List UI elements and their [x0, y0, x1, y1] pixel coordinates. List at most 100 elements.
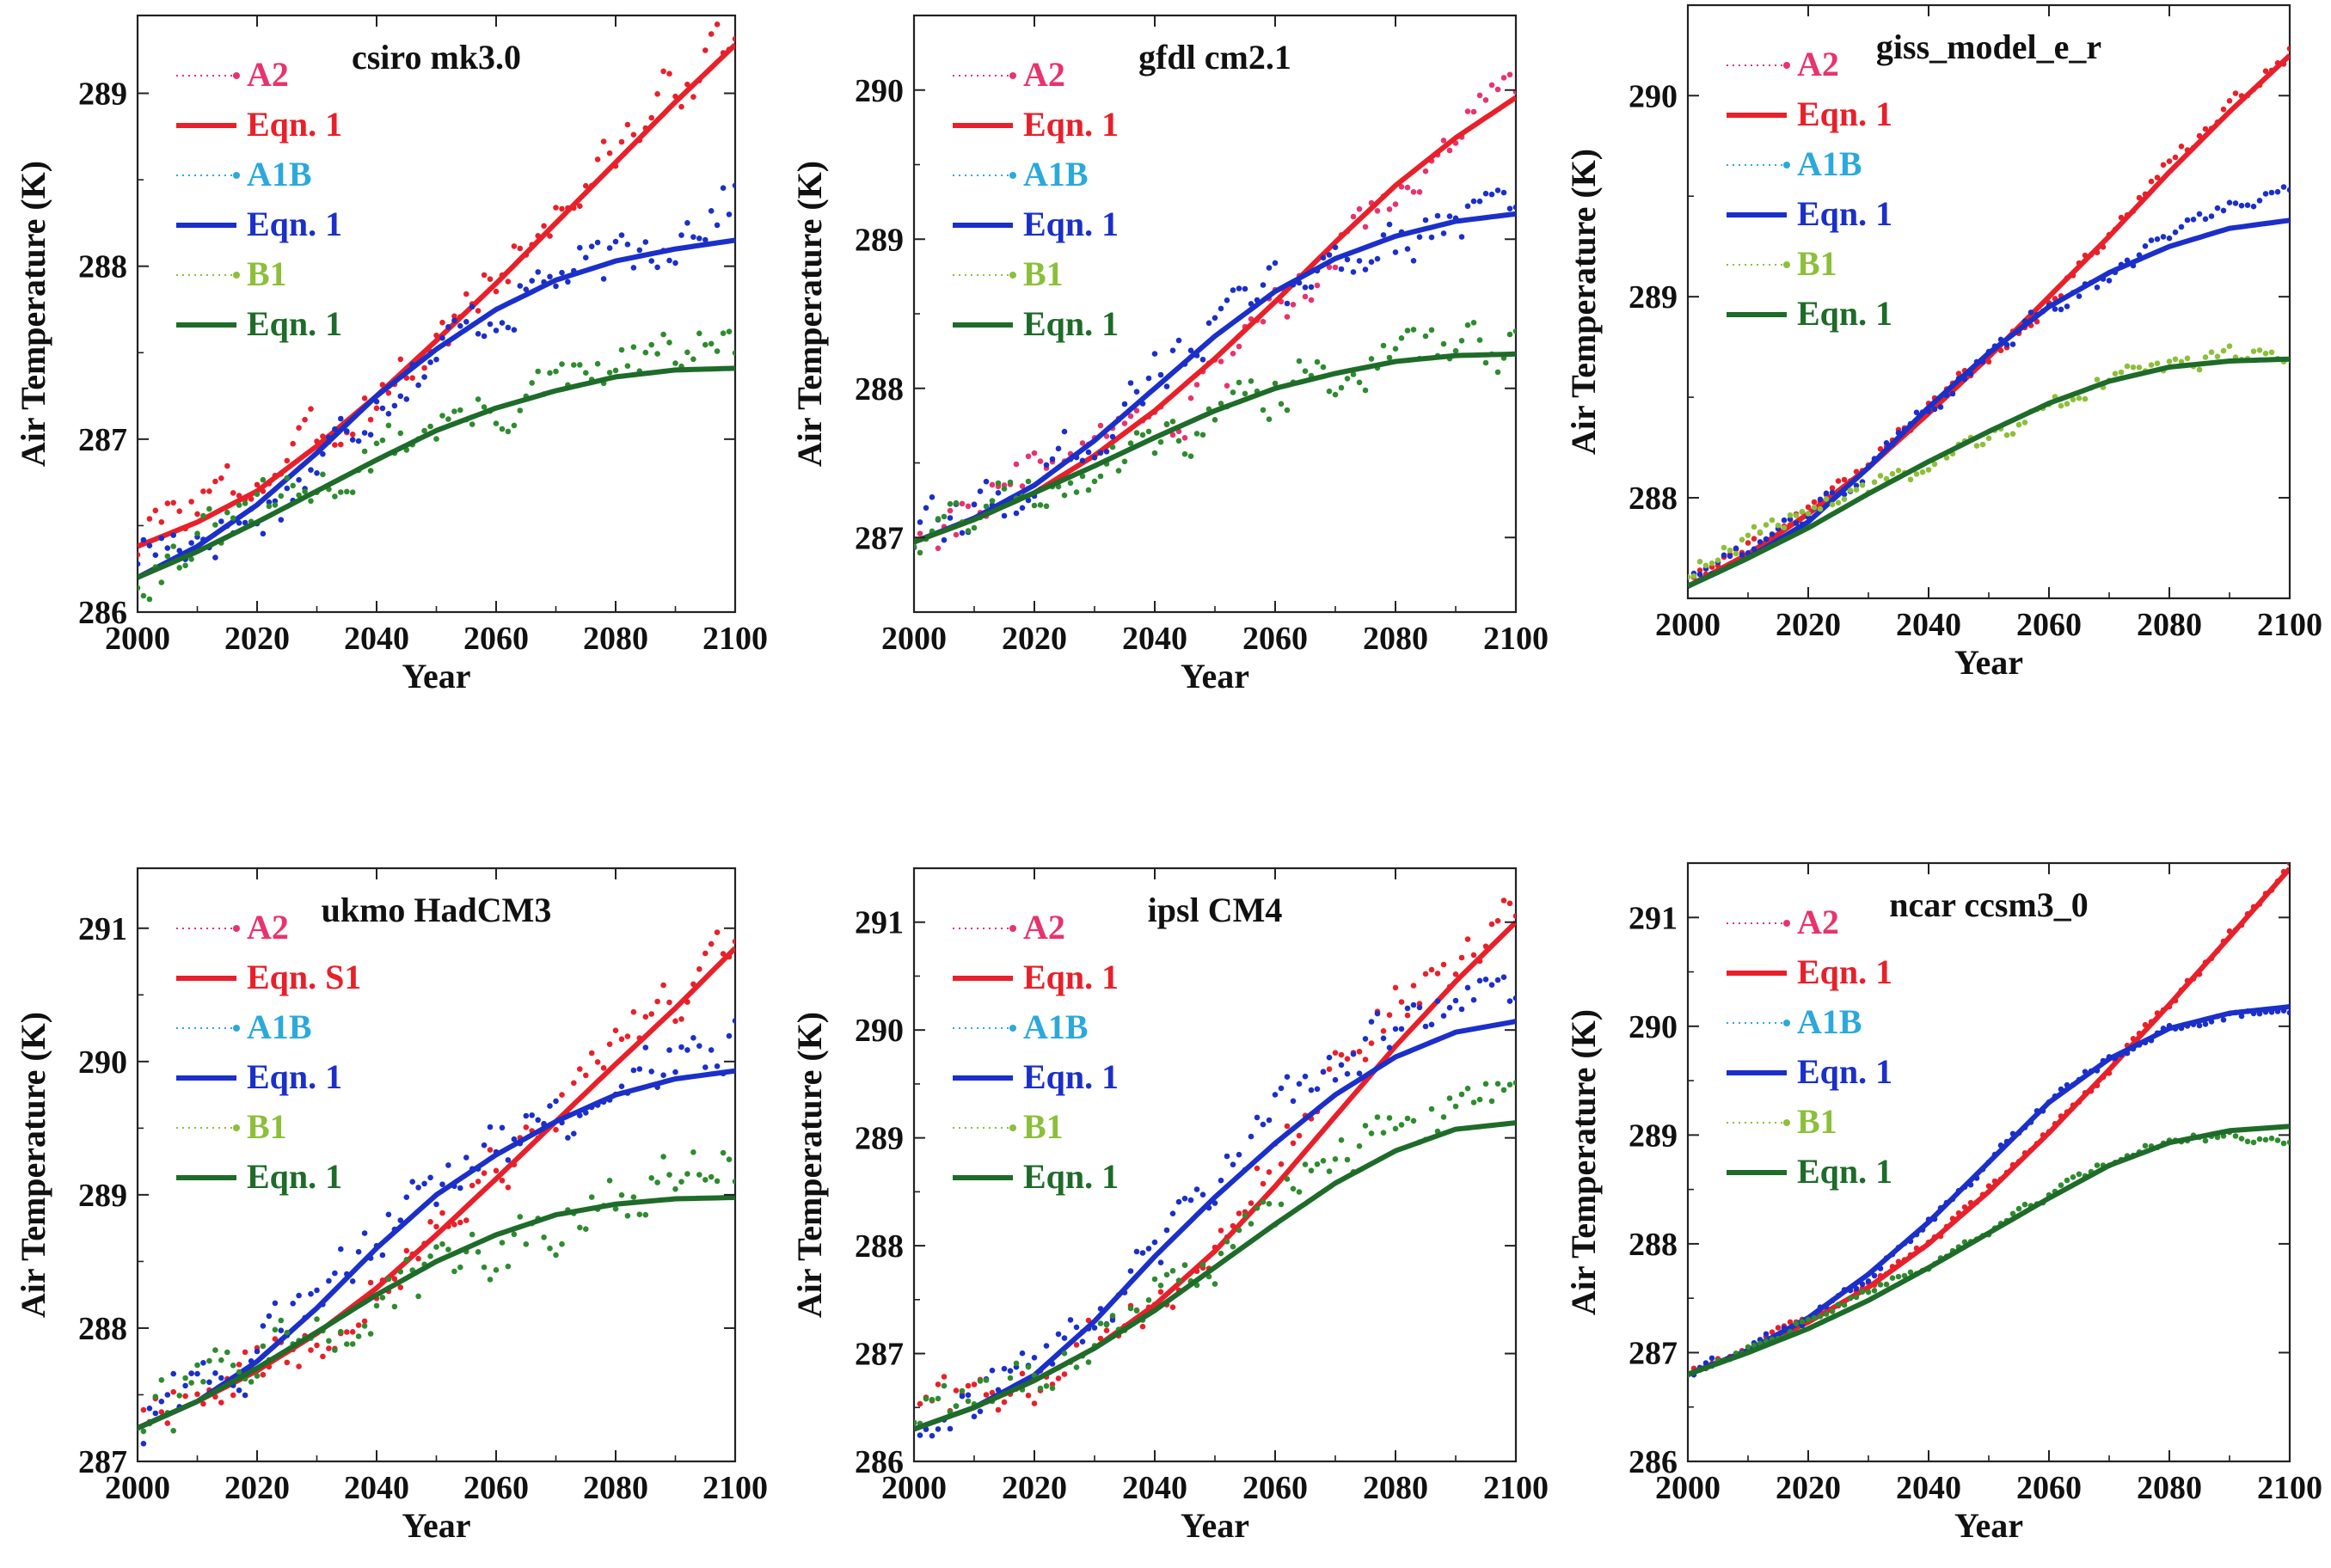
legend-label: Eqn. 1 [1797, 194, 1892, 233]
data-point [702, 1064, 709, 1070]
data-point [1883, 1281, 1890, 1288]
data-point [1224, 1153, 1230, 1160]
data-point [1145, 428, 1152, 435]
data-point [947, 1425, 954, 1432]
data-point [1512, 995, 1516, 1001]
data-point [2208, 213, 2215, 219]
data-point [2064, 303, 2070, 309]
data-point [1260, 1121, 1267, 1128]
data-point [344, 1329, 350, 1335]
data-point [588, 1050, 595, 1057]
data-point [296, 1363, 302, 1369]
plot-frame [136, 867, 737, 1463]
data-point [636, 247, 643, 254]
legend-label: Eqn. 1 [247, 1157, 342, 1196]
data-point [2274, 1137, 2281, 1143]
series-line-4 [1688, 217, 2290, 589]
data-point [1368, 259, 1375, 266]
data-point [290, 482, 297, 489]
x-tick-label: 2040 [344, 1470, 409, 1506]
data-point [1061, 1335, 1068, 1341]
data-point [714, 1178, 721, 1185]
x-tick-label: 2060 [2016, 1470, 2082, 1506]
legend-label: Eqn. 1 [1797, 294, 1892, 333]
data-point [1733, 545, 1739, 552]
legend-item-3: A1B [953, 155, 1089, 193]
data-point [1043, 1343, 1050, 1349]
data-point [594, 239, 601, 246]
data-point [1727, 547, 1733, 554]
data-point [696, 966, 702, 972]
data-point [1751, 536, 1757, 542]
data-point [583, 254, 589, 261]
data-point [158, 535, 165, 542]
data-point [1296, 1081, 1303, 1087]
data-point [355, 1248, 362, 1255]
data-point [1236, 1227, 1242, 1234]
x-axis-label: Year [1954, 643, 2023, 682]
data-point [606, 245, 613, 251]
data-point [2262, 350, 2269, 357]
data-point [1037, 502, 1044, 508]
data-point [1169, 432, 1176, 438]
data-point [1470, 108, 1477, 115]
x-tick-label: 2040 [1896, 607, 1961, 643]
legend-item-5: B1 [953, 254, 1064, 293]
data-point [726, 328, 733, 335]
data-point [1157, 1283, 1164, 1289]
data-point [1877, 446, 1884, 452]
data-point [2232, 90, 2239, 96]
series-line-4 [1688, 1004, 2290, 1377]
data-point [2148, 362, 2155, 368]
data-point [349, 1278, 356, 1284]
data-point [349, 437, 356, 443]
data-point [487, 1277, 494, 1283]
data-point [1696, 567, 1703, 573]
x-axis-label: Year [402, 1506, 471, 1545]
data-point [529, 1112, 535, 1118]
data-point [1404, 1005, 1411, 1012]
data-point [678, 1179, 684, 1185]
data-point [367, 432, 374, 438]
data-point [236, 1362, 242, 1368]
data-point [349, 1329, 356, 1335]
data-point [1055, 445, 1062, 452]
data-point [678, 1044, 684, 1050]
data-point [1889, 1275, 1896, 1281]
data-point [314, 1316, 320, 1322]
data-point [188, 1380, 194, 1386]
data-point [1380, 1035, 1387, 1042]
data-point [1470, 198, 1477, 205]
data-point [1925, 467, 1932, 473]
data-point [1931, 406, 1938, 413]
data-point [1913, 471, 1920, 477]
y-tick-label: 287 [855, 1337, 904, 1373]
data-point [941, 1382, 948, 1389]
data-point [666, 340, 672, 346]
data-point [953, 1387, 960, 1393]
y-tick-label: 289 [78, 77, 127, 113]
data-point [2184, 217, 2191, 224]
data-point [577, 1066, 583, 1072]
data-point [421, 1180, 427, 1187]
data-point [708, 340, 715, 347]
series-line-6 [138, 365, 735, 580]
data-point [1338, 1062, 1345, 1069]
data-point [1025, 497, 1032, 504]
data-point [439, 413, 445, 419]
data-point [977, 488, 984, 494]
data-point [1230, 389, 1236, 395]
data-point [1175, 337, 1182, 344]
data-point [636, 1066, 643, 1072]
data-point [1236, 343, 1242, 350]
data-point [421, 374, 427, 380]
data-point [1338, 384, 1345, 391]
series-line-6 [914, 1120, 1516, 1432]
data-point [1488, 82, 1495, 89]
data-point [1145, 375, 1152, 382]
data-point [1823, 1311, 1830, 1317]
data-point [296, 1292, 302, 1299]
legend-dot-marker [1783, 162, 1790, 168]
data-point [1326, 1168, 1333, 1174]
data-point [726, 1156, 733, 1162]
